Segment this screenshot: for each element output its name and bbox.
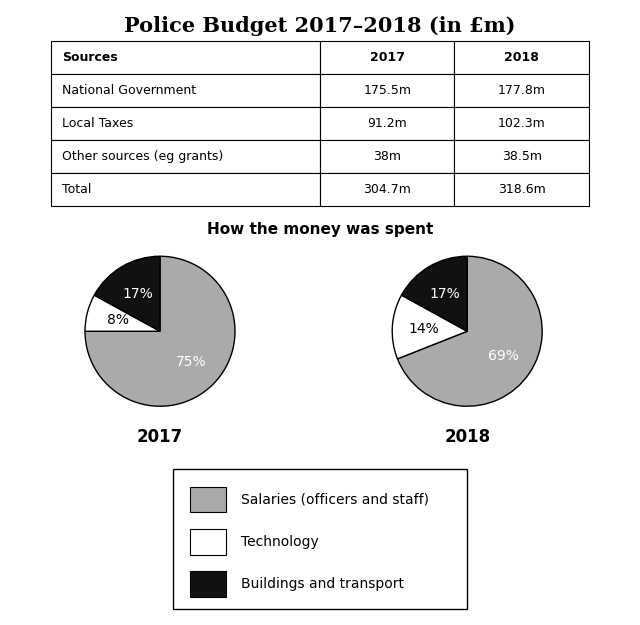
Bar bbox=[51, 173, 320, 206]
Text: 91.2m: 91.2m bbox=[367, 117, 407, 130]
Wedge shape bbox=[397, 256, 542, 406]
Text: 38.5m: 38.5m bbox=[502, 150, 541, 163]
Text: 8%: 8% bbox=[107, 313, 129, 328]
Text: 304.7m: 304.7m bbox=[364, 183, 411, 196]
Bar bbox=[454, 107, 589, 140]
Bar bbox=[454, 173, 589, 206]
Wedge shape bbox=[85, 295, 160, 331]
Bar bbox=[191, 529, 226, 554]
Text: 69%: 69% bbox=[488, 349, 518, 362]
Wedge shape bbox=[401, 256, 467, 331]
Wedge shape bbox=[392, 295, 467, 359]
Text: 318.6m: 318.6m bbox=[498, 183, 545, 196]
Text: Total: Total bbox=[62, 183, 92, 196]
Bar bbox=[51, 41, 320, 74]
Bar bbox=[191, 571, 226, 597]
Text: 2018: 2018 bbox=[444, 428, 490, 446]
Wedge shape bbox=[94, 256, 160, 331]
Wedge shape bbox=[85, 256, 235, 406]
Text: 2018: 2018 bbox=[504, 51, 539, 64]
Bar bbox=[51, 140, 320, 173]
Bar bbox=[191, 487, 226, 512]
Bar bbox=[51, 74, 320, 107]
Text: Police Budget 2017–2018 (in £m): Police Budget 2017–2018 (in £m) bbox=[124, 16, 516, 36]
Text: Salaries (officers and staff): Salaries (officers and staff) bbox=[241, 492, 429, 507]
Text: 2017: 2017 bbox=[370, 51, 404, 64]
Bar bbox=[320, 74, 454, 107]
Bar bbox=[454, 41, 589, 74]
Text: 175.5m: 175.5m bbox=[364, 84, 412, 97]
Text: Other sources (eg grants): Other sources (eg grants) bbox=[62, 150, 223, 163]
Text: 177.8m: 177.8m bbox=[498, 84, 545, 97]
Text: Buildings and transport: Buildings and transport bbox=[241, 577, 403, 591]
Bar bbox=[320, 107, 454, 140]
Bar bbox=[320, 173, 454, 206]
Text: 38m: 38m bbox=[373, 150, 401, 163]
Text: 14%: 14% bbox=[408, 321, 439, 336]
Text: 17%: 17% bbox=[429, 287, 460, 301]
Bar bbox=[51, 107, 320, 140]
Text: Sources: Sources bbox=[62, 51, 118, 64]
Text: 102.3m: 102.3m bbox=[498, 117, 545, 130]
Text: Technology: Technology bbox=[241, 535, 318, 549]
Text: How the money was spent: How the money was spent bbox=[207, 222, 433, 237]
Bar bbox=[320, 140, 454, 173]
Text: National Government: National Government bbox=[62, 84, 196, 97]
Bar bbox=[454, 140, 589, 173]
Text: 2017: 2017 bbox=[137, 428, 183, 446]
Text: 75%: 75% bbox=[175, 355, 206, 369]
Text: Local Taxes: Local Taxes bbox=[62, 117, 133, 130]
Text: 17%: 17% bbox=[122, 287, 153, 301]
Bar bbox=[454, 74, 589, 107]
Bar bbox=[320, 41, 454, 74]
